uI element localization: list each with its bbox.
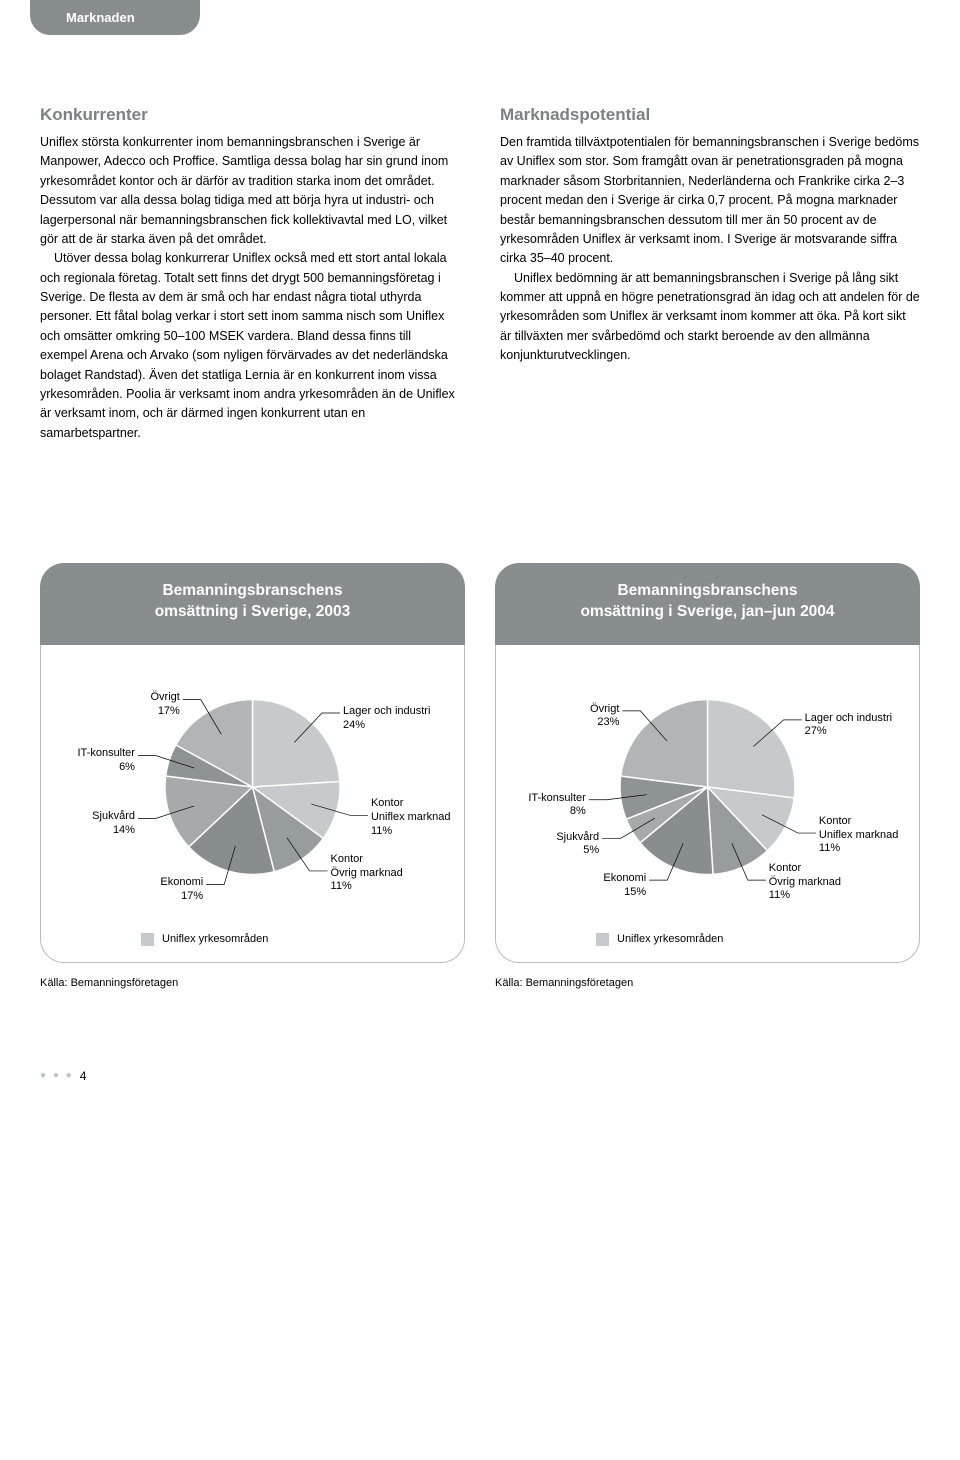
charts-row: Bemanningsbranschens omsättning i Sverig… <box>40 563 920 989</box>
pie-slice-label: KontorÖvrig marknad11% <box>769 862 841 903</box>
chart1-pie: Lager och industri24% KontorUniflex markn… <box>51 667 454 927</box>
pie-slice-label: Övrigt17% <box>151 691 180 719</box>
chart2-title-line1: Bemanningsbranschens <box>617 582 797 599</box>
chart2-legend: Uniflex yrkesområden <box>596 933 909 946</box>
text-columns: Konkurrenter Uniflex största konkurrente… <box>40 105 920 443</box>
chart2-source: Källa: Bemanningsföretagen <box>495 977 920 989</box>
chart1-source: Källa: Bemanningsföretagen <box>40 977 465 989</box>
pie-slice-label: IT-konsulter6% <box>78 747 135 775</box>
pie-slice-label: Övrigt23% <box>590 703 619 731</box>
left-heading: Konkurrenter <box>40 105 460 125</box>
pie-slice-label: Lager och industri24% <box>343 705 430 733</box>
right-para-1: Den framtida tillväxtpotentialen för bem… <box>500 133 920 269</box>
left-column: Konkurrenter Uniflex största konkurrente… <box>40 105 460 443</box>
page-number: 4 <box>80 1069 87 1083</box>
chart2-body: Lager och industri27% KontorUniflex markn… <box>495 645 920 963</box>
page-footer: ● ● ● 4 <box>40 1069 920 1083</box>
chart2-legend-label: Uniflex yrkesområden <box>617 933 723 945</box>
chart1-legend: Uniflex yrkesområden <box>141 933 454 946</box>
chart2-legend-swatch <box>596 933 609 946</box>
chart1-legend-swatch <box>141 933 154 946</box>
pie-slice-label: Sjukvård5% <box>556 831 599 859</box>
chart1-title: Bemanningsbranschens omsättning i Sverig… <box>40 563 465 645</box>
pie-slice-label: IT-konsulter8% <box>528 792 585 820</box>
chart1-legend-label: Uniflex yrkesområden <box>162 933 268 945</box>
chart2-title: Bemanningsbranschens omsättning i Sverig… <box>495 563 920 645</box>
right-heading: Marknadspotential <box>500 105 920 125</box>
chart2-pie: Lager och industri27% KontorUniflex markn… <box>506 667 909 927</box>
chart1-title-line1: Bemanningsbranschens <box>162 582 342 599</box>
chart2-title-line2: omsättning i Sverige, jan–jun 2004 <box>580 603 834 620</box>
pie-slice-label: KontorUniflex marknad11% <box>819 815 898 856</box>
pie-slice-label: KontorUniflex marknad11% <box>371 797 450 838</box>
pie-slice-label: Ekonomi15% <box>603 872 646 900</box>
left-para-2: Utöver dessa bolag konkurrerar Uniflex o… <box>40 249 460 443</box>
right-column: Marknadspotential Den framtida tillväxtp… <box>500 105 920 443</box>
footer-dots: ● ● ● <box>40 1070 74 1081</box>
chart-card-2: Bemanningsbranschens omsättning i Sverig… <box>495 563 920 989</box>
chart1-body: Lager och industri24% KontorUniflex markn… <box>40 645 465 963</box>
chart1-title-line2: omsättning i Sverige, 2003 <box>155 603 351 620</box>
chart-card-1: Bemanningsbranschens omsättning i Sverig… <box>40 563 465 989</box>
pie-slice-label: KontorÖvrig marknad11% <box>331 853 403 894</box>
pie-slice-label: Lager och industri27% <box>805 712 892 740</box>
right-para-2: Uniflex bedömning är att bemanningsbrans… <box>500 269 920 366</box>
section-tab: Marknaden <box>30 0 200 35</box>
left-para-1: Uniflex största konkurrenter inom bemann… <box>40 133 460 249</box>
pie-slice-label: Sjukvård14% <box>92 810 135 838</box>
pie-slice-label: Ekonomi17% <box>160 876 203 904</box>
